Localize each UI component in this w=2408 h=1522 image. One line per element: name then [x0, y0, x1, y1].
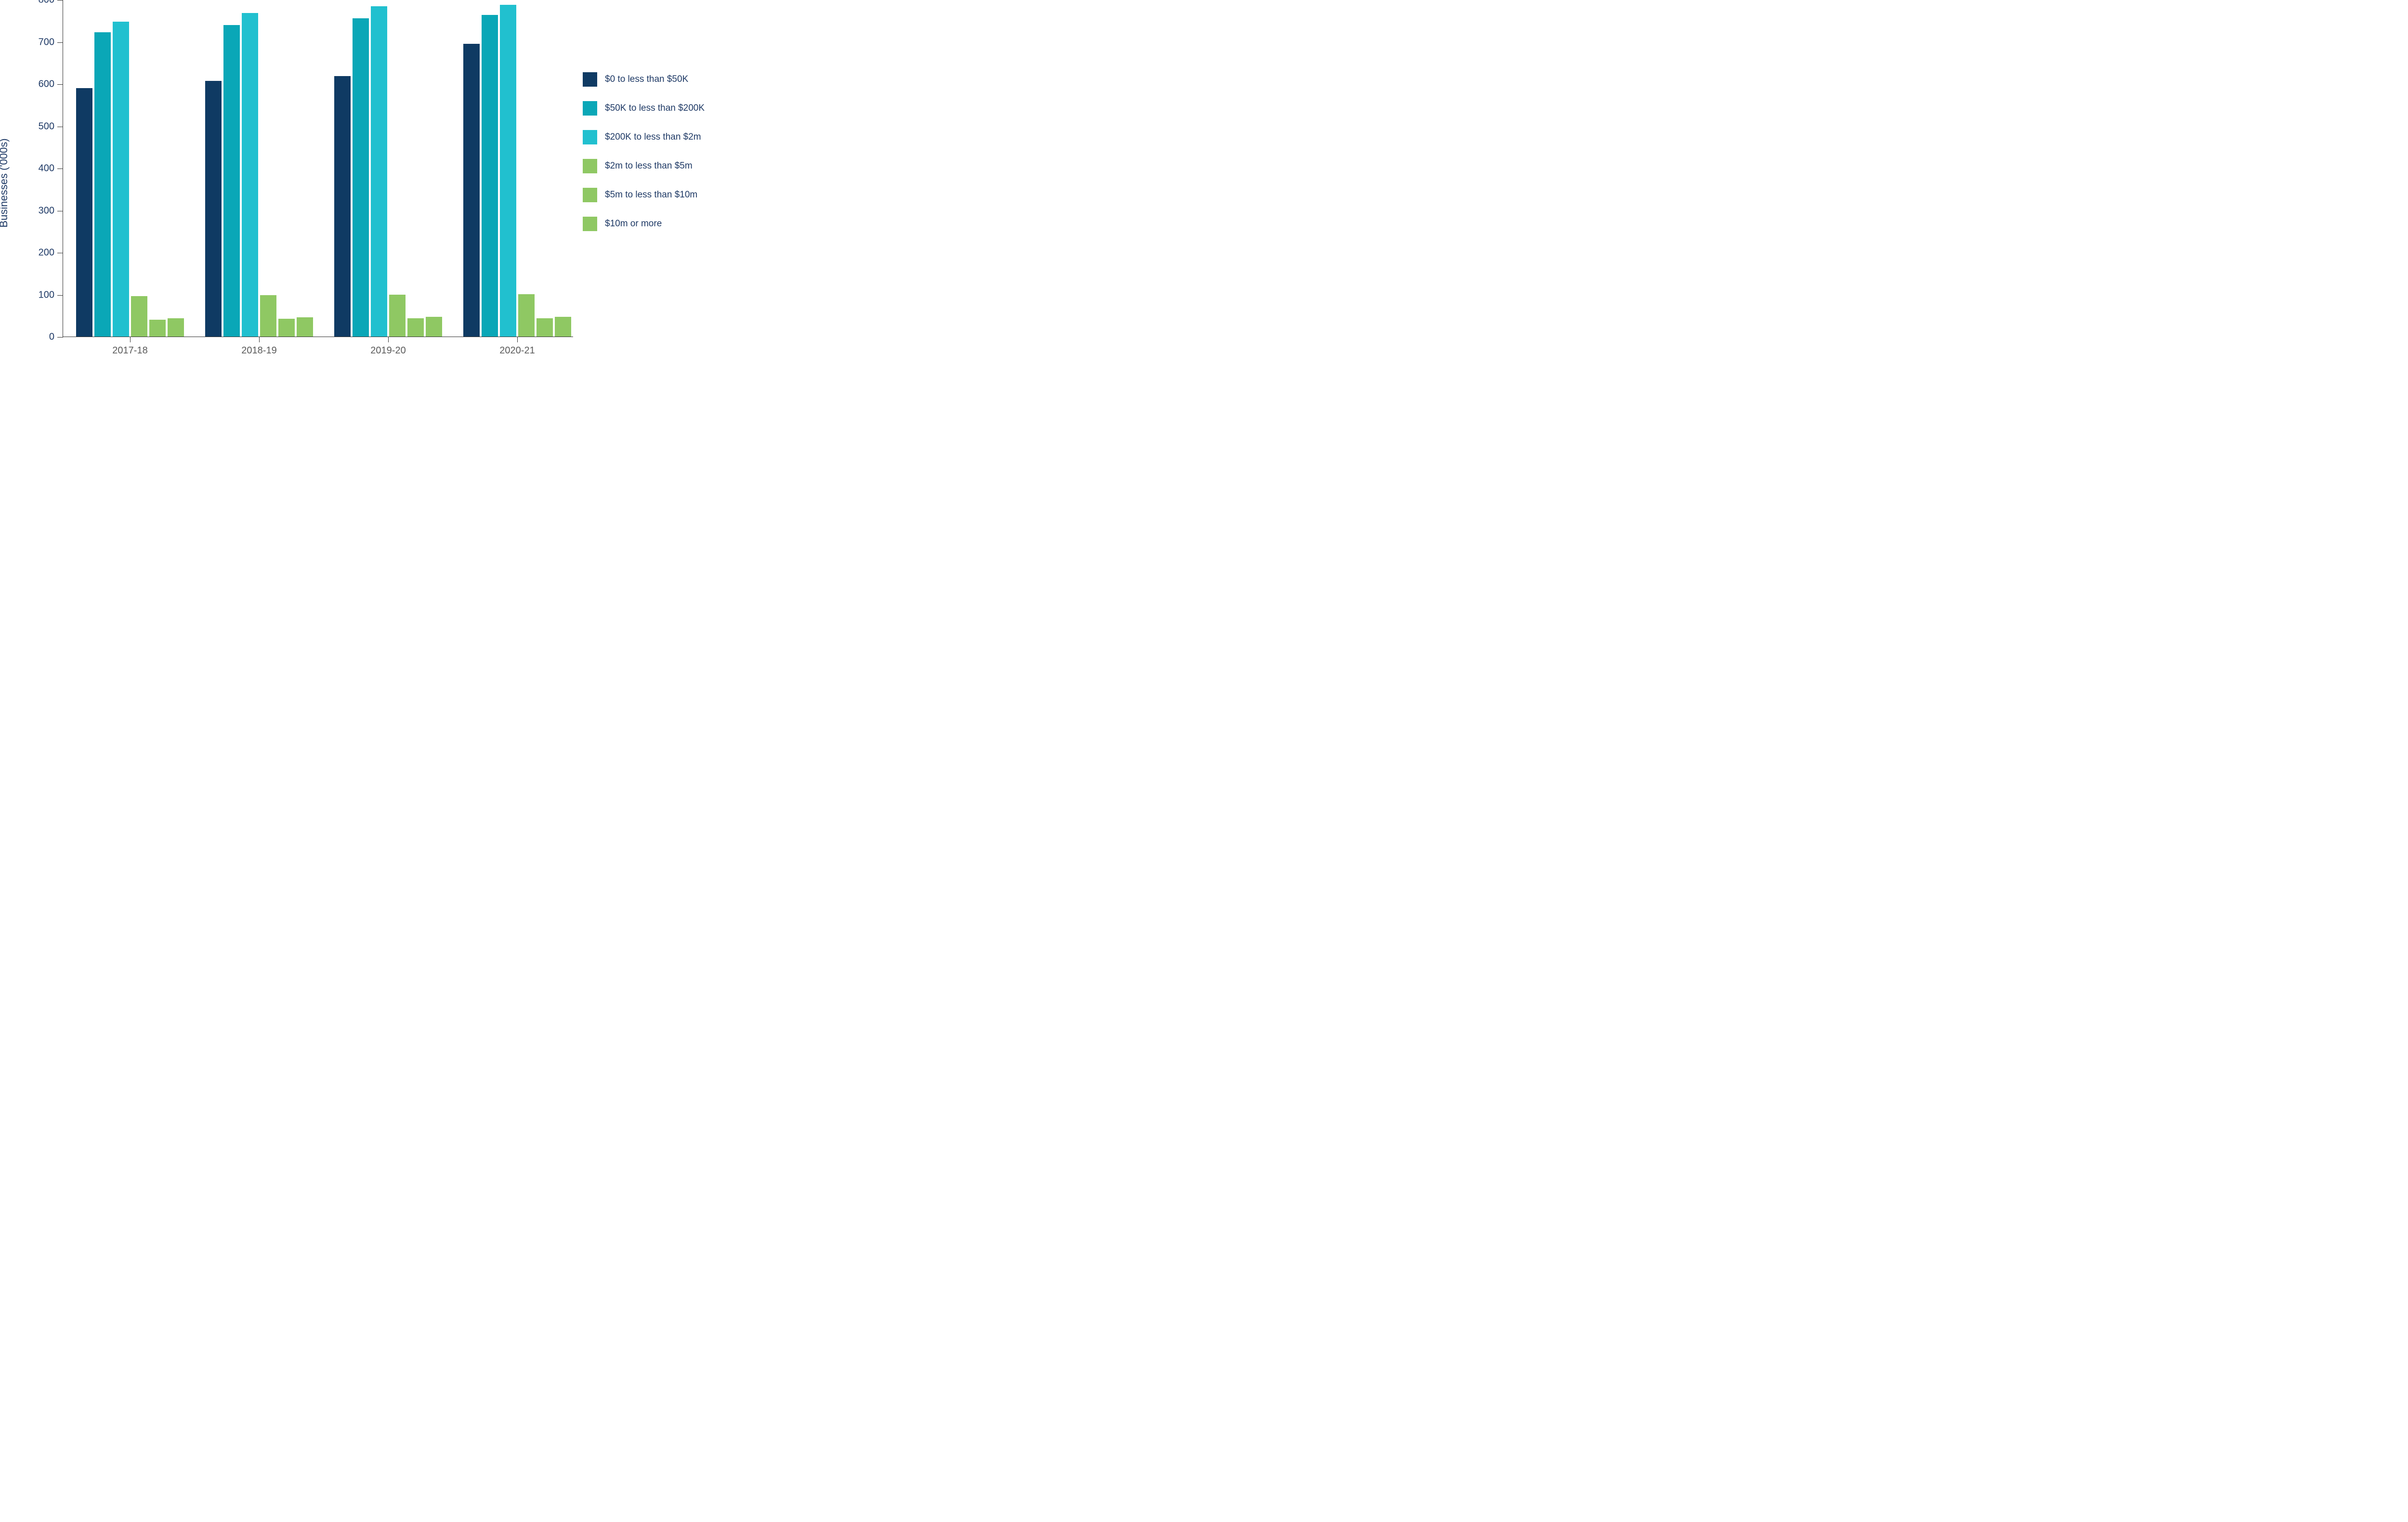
bar — [278, 319, 295, 337]
y-tick — [57, 84, 63, 85]
bar — [555, 317, 571, 337]
legend-item: $10m or more — [583, 217, 737, 231]
x-tick — [517, 337, 518, 342]
legend-swatch — [583, 72, 597, 87]
y-tick — [57, 295, 63, 296]
legend-label: $10m or more — [605, 219, 662, 229]
legend-item: $0 to less than $50K — [583, 72, 737, 87]
y-tick-label: 200 — [39, 247, 54, 259]
bar — [168, 318, 184, 337]
bar — [426, 317, 442, 337]
bar — [407, 318, 424, 337]
bar — [500, 5, 516, 337]
bar — [518, 294, 535, 337]
y-tick — [57, 42, 63, 43]
bar — [297, 317, 313, 337]
legend-swatch — [583, 159, 597, 173]
bar — [223, 25, 240, 337]
bar — [334, 76, 351, 337]
bar — [149, 320, 166, 337]
y-tick-label: 400 — [39, 163, 54, 174]
y-axis-title: Businesses ('000s) — [0, 138, 10, 227]
y-tick — [57, 337, 63, 338]
legend-swatch — [583, 101, 597, 116]
x-category-label: 2017-18 — [112, 345, 147, 356]
legend-label: $5m to less than $10m — [605, 190, 697, 200]
y-tick-label: 700 — [39, 37, 54, 48]
x-category-label: 2020-21 — [499, 345, 535, 356]
legend-item: $50K to less than $200K — [583, 101, 737, 116]
bar — [242, 13, 258, 337]
x-category-label: 2019-20 — [370, 345, 406, 356]
y-tick-label: 500 — [39, 121, 54, 132]
bar — [260, 295, 276, 337]
legend-item: $200K to less than $2m — [583, 130, 737, 144]
legend-label: $0 to less than $50K — [605, 74, 688, 85]
bar — [94, 32, 111, 337]
y-tick-label: 600 — [39, 79, 54, 90]
x-tick — [259, 337, 260, 342]
bar — [482, 15, 498, 337]
x-tick — [388, 337, 389, 342]
y-tick-label: 800 — [39, 0, 54, 6]
bar — [371, 6, 387, 337]
legend-label: $200K to less than $2m — [605, 132, 701, 143]
legend-swatch — [583, 130, 597, 144]
legend-swatch — [583, 217, 597, 231]
bar — [131, 296, 147, 337]
bar — [205, 81, 222, 337]
legend-item: $2m to less than $5m — [583, 159, 737, 173]
bar — [76, 88, 92, 337]
legend: $0 to less than $50K $50K to less than $2… — [583, 72, 737, 246]
legend-item: $5m to less than $10m — [583, 188, 737, 202]
bar — [463, 44, 480, 337]
x-tick — [130, 337, 131, 342]
y-tick-label: 0 — [49, 332, 54, 343]
x-category-label: 2018-19 — [241, 345, 276, 356]
y-tick-label: 100 — [39, 289, 54, 300]
legend-swatch — [583, 188, 597, 202]
legend-label: $2m to less than $5m — [605, 161, 693, 171]
bar — [537, 318, 553, 337]
bar — [113, 22, 129, 337]
business-count-chart: Businesses ('000s) 010020030040050060070… — [0, 0, 742, 366]
legend-label: $50K to less than $200K — [605, 103, 705, 114]
bar — [353, 18, 369, 337]
y-tick-label: 300 — [39, 205, 54, 216]
bar — [389, 295, 406, 337]
plot-area: 01002003004005006007008002017-182018-192… — [63, 0, 573, 337]
